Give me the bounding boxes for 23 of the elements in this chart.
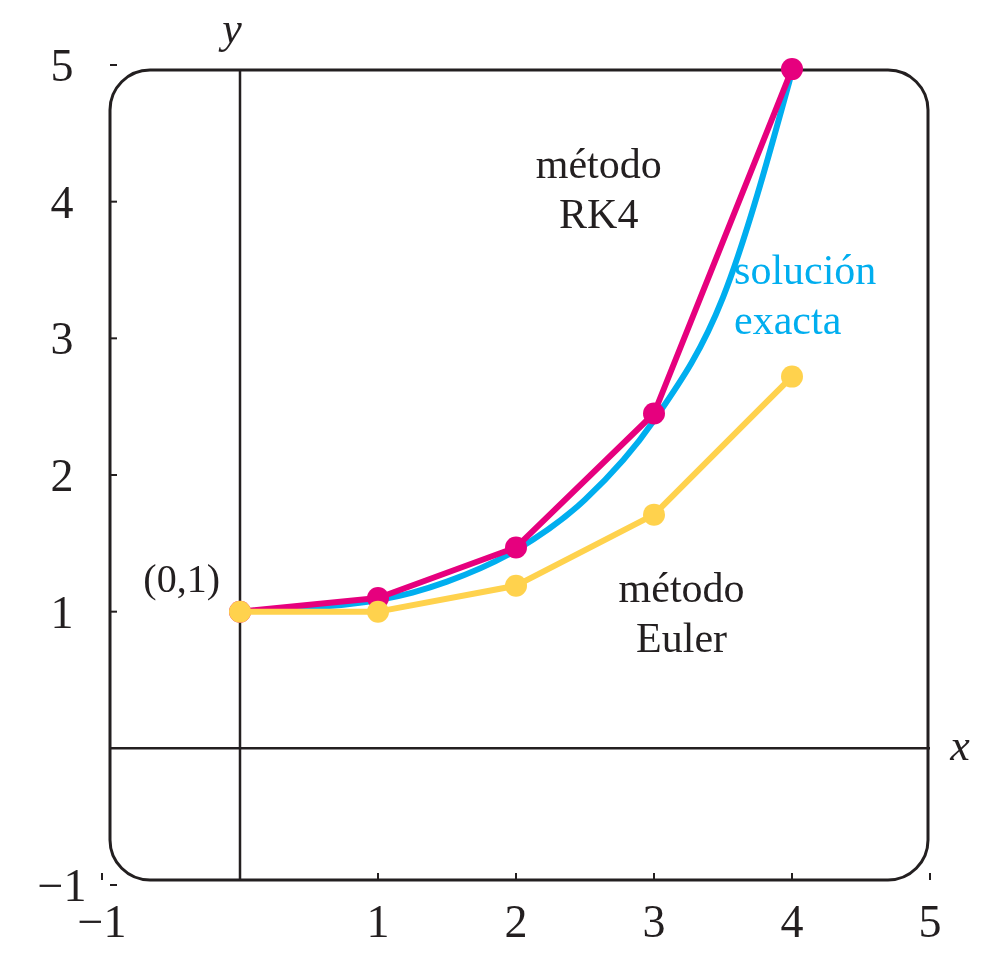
series-label: solución exacta: [734, 246, 877, 343]
point: [781, 365, 803, 388]
y-tick-label: 1: [50, 586, 74, 638]
y-tick-label: 3: [50, 313, 74, 365]
point: [643, 402, 665, 425]
point: [367, 600, 389, 623]
x-tick-label: 1: [366, 896, 390, 947]
y-tick-label: 5: [50, 40, 74, 91]
y-axis-title: y: [218, 4, 243, 53]
point: [781, 58, 803, 81]
y-tick-label: 4: [50, 176, 74, 228]
x-tick-label: 3: [642, 896, 666, 947]
point: [505, 536, 527, 559]
x-tick-label: 2: [504, 896, 528, 947]
series-label: método RK4: [535, 141, 662, 238]
point: [505, 574, 527, 597]
series-label: método Euler: [618, 565, 745, 662]
x-tick-label: 5: [918, 896, 942, 947]
y-tick-label: 2: [50, 450, 74, 501]
x-tick-label: 4: [780, 896, 804, 947]
annotation: (0,1): [143, 555, 220, 601]
point: [643, 503, 665, 526]
x-axis-title: x: [949, 721, 971, 771]
